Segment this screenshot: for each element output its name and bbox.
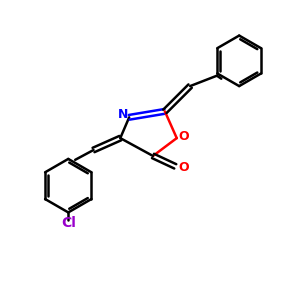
- Text: N: N: [118, 108, 128, 122]
- Text: O: O: [178, 161, 189, 174]
- Text: Cl: Cl: [61, 216, 76, 230]
- Text: O: O: [178, 130, 189, 143]
